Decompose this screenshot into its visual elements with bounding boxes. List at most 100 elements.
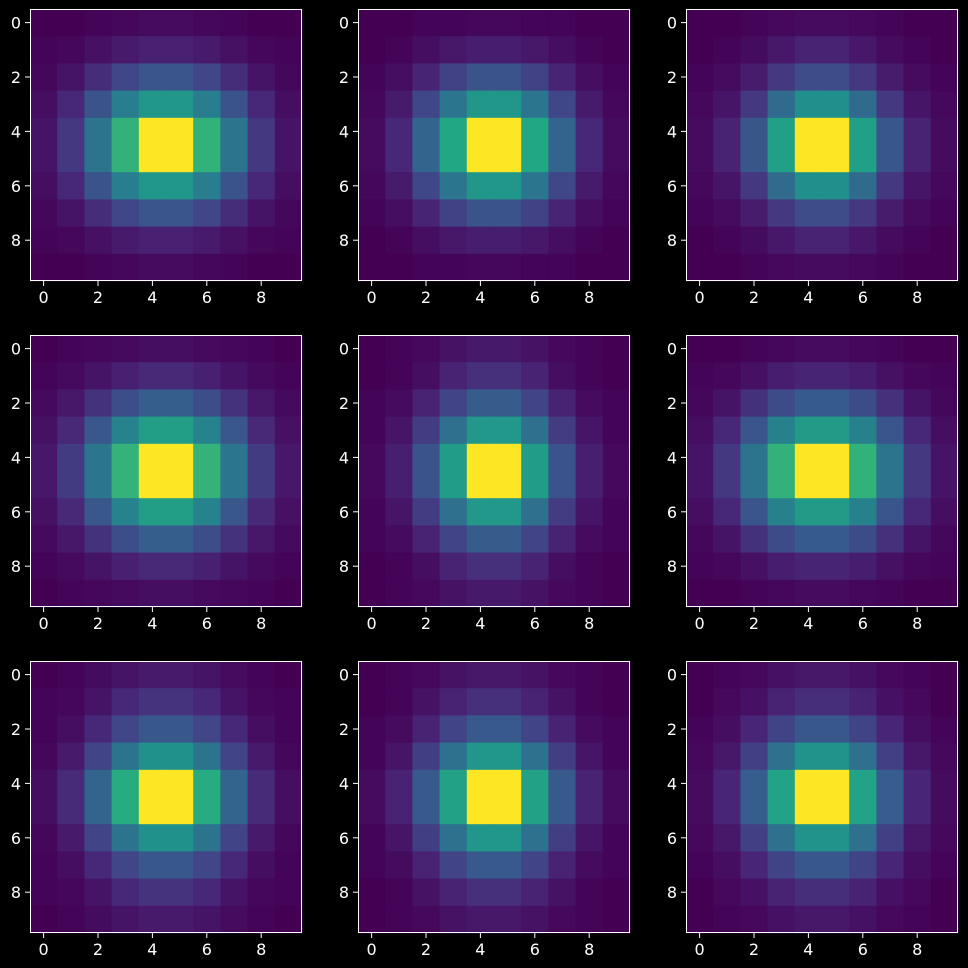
heatmap-cell xyxy=(794,742,823,771)
heatmap-cell xyxy=(274,824,303,852)
heatmap-cell xyxy=(385,525,413,553)
heatmap-cell xyxy=(358,63,386,91)
heatmap-cell xyxy=(686,715,714,743)
heatmap-cell xyxy=(412,63,440,91)
heatmap-cell xyxy=(193,172,221,200)
x-tick-label: 6 xyxy=(858,614,868,633)
heatmap-cell xyxy=(575,9,604,37)
heatmap-cell xyxy=(903,117,932,146)
heatmap-cell xyxy=(794,9,823,37)
heatmap-cell xyxy=(575,416,604,445)
heatmap-cell xyxy=(521,905,549,934)
heatmap-cell xyxy=(602,498,631,526)
heatmap-cell xyxy=(822,579,850,608)
x-tick-label: 6 xyxy=(530,288,540,307)
heatmap-cell xyxy=(220,661,248,689)
heatmap-cell xyxy=(794,525,823,553)
heatmap-cell xyxy=(439,797,468,825)
heatmap-cell xyxy=(274,172,303,200)
heatmap-cell xyxy=(439,362,468,390)
heatmap-cell xyxy=(166,742,194,771)
heatmap-cell xyxy=(166,253,194,282)
heatmap-cell xyxy=(466,416,495,445)
heatmap-cell xyxy=(138,362,167,390)
heatmap-cell xyxy=(740,769,768,798)
heatmap-cell xyxy=(740,36,768,64)
heatmap-cell xyxy=(903,416,932,445)
heatmap-cell xyxy=(767,63,796,91)
heatmap-cell xyxy=(876,145,904,173)
heatmap-cell xyxy=(220,715,248,743)
heatmap-cell xyxy=(521,742,549,771)
heatmap-cell xyxy=(822,471,850,499)
heatmap-cell xyxy=(575,579,604,608)
heatmap-cell xyxy=(84,579,112,608)
heatmap-cell xyxy=(548,579,576,608)
heatmap-cell xyxy=(602,226,631,255)
heatmap-cell xyxy=(548,688,576,716)
y-tick-label: 4 xyxy=(339,774,349,793)
heatmap-cell xyxy=(548,362,576,390)
y-tick-label: 8 xyxy=(11,231,21,250)
heatmap-cell xyxy=(876,199,904,227)
heatmap-cell xyxy=(439,471,468,499)
heatmap-cell xyxy=(138,199,167,227)
x-tick-label: 2 xyxy=(421,614,431,633)
heatmap-cell xyxy=(686,443,714,472)
heatmap-cell xyxy=(767,878,796,907)
heatmap-cell xyxy=(358,253,386,282)
heatmap-cell xyxy=(575,715,604,743)
heatmap-cell xyxy=(494,851,522,879)
heatmap-cell xyxy=(849,769,877,798)
heatmap-cell xyxy=(111,335,140,363)
heatmap-cell xyxy=(494,769,522,798)
heatmap-cell xyxy=(220,742,248,771)
heatmap-cell xyxy=(220,905,248,934)
heatmap-cell xyxy=(385,90,413,119)
heatmap-cell xyxy=(930,226,959,255)
heatmap-cell xyxy=(466,905,495,934)
heatmap-cell xyxy=(930,525,959,553)
x-tick-label: 6 xyxy=(858,940,868,959)
heatmap-cell xyxy=(602,579,631,608)
heatmap-cell xyxy=(713,389,741,417)
heatmap-cell xyxy=(412,579,440,608)
heatmap-cell xyxy=(412,498,440,526)
heatmap-cell xyxy=(220,253,248,282)
heatmap-cell xyxy=(822,498,850,526)
heatmap-cell xyxy=(166,226,194,255)
x-tick-label: 4 xyxy=(147,614,157,633)
heatmap-cell xyxy=(548,63,576,91)
heatmap-cell xyxy=(767,661,796,689)
heatmap-cell xyxy=(274,443,303,472)
heatmap-cell xyxy=(822,253,850,282)
heatmap-cell xyxy=(521,117,549,146)
heatmap-cell xyxy=(794,117,823,146)
heatmap-cell xyxy=(930,552,959,581)
y-tick-label: 6 xyxy=(667,503,677,522)
heatmap-cell xyxy=(193,688,221,716)
x-tick-label: 4 xyxy=(803,288,813,307)
heatmap-cell xyxy=(794,715,823,743)
heatmap-cell xyxy=(274,579,303,608)
heatmap-cell xyxy=(686,579,714,608)
heatmap-cell xyxy=(274,335,303,363)
heatmap-cell xyxy=(274,226,303,255)
axes-frame xyxy=(30,661,302,933)
heatmap-cell xyxy=(903,769,932,798)
x-tick-label: 2 xyxy=(93,288,103,307)
heatmap-cell xyxy=(521,145,549,173)
heatmap-cell xyxy=(358,742,386,771)
heatmap-cell xyxy=(84,63,112,91)
heatmap-cell xyxy=(548,824,576,852)
heatmap-cell xyxy=(439,905,468,934)
heatmap-cell xyxy=(111,253,140,282)
heatmap-cell xyxy=(412,851,440,879)
heatmap-cell xyxy=(57,389,85,417)
heatmap-cell xyxy=(193,661,221,689)
heatmap-cell xyxy=(930,389,959,417)
heatmap-cell xyxy=(274,878,303,907)
heatmap-cell xyxy=(111,172,140,200)
heatmap-cell xyxy=(30,742,58,771)
x-tick-label: 0 xyxy=(367,288,377,307)
